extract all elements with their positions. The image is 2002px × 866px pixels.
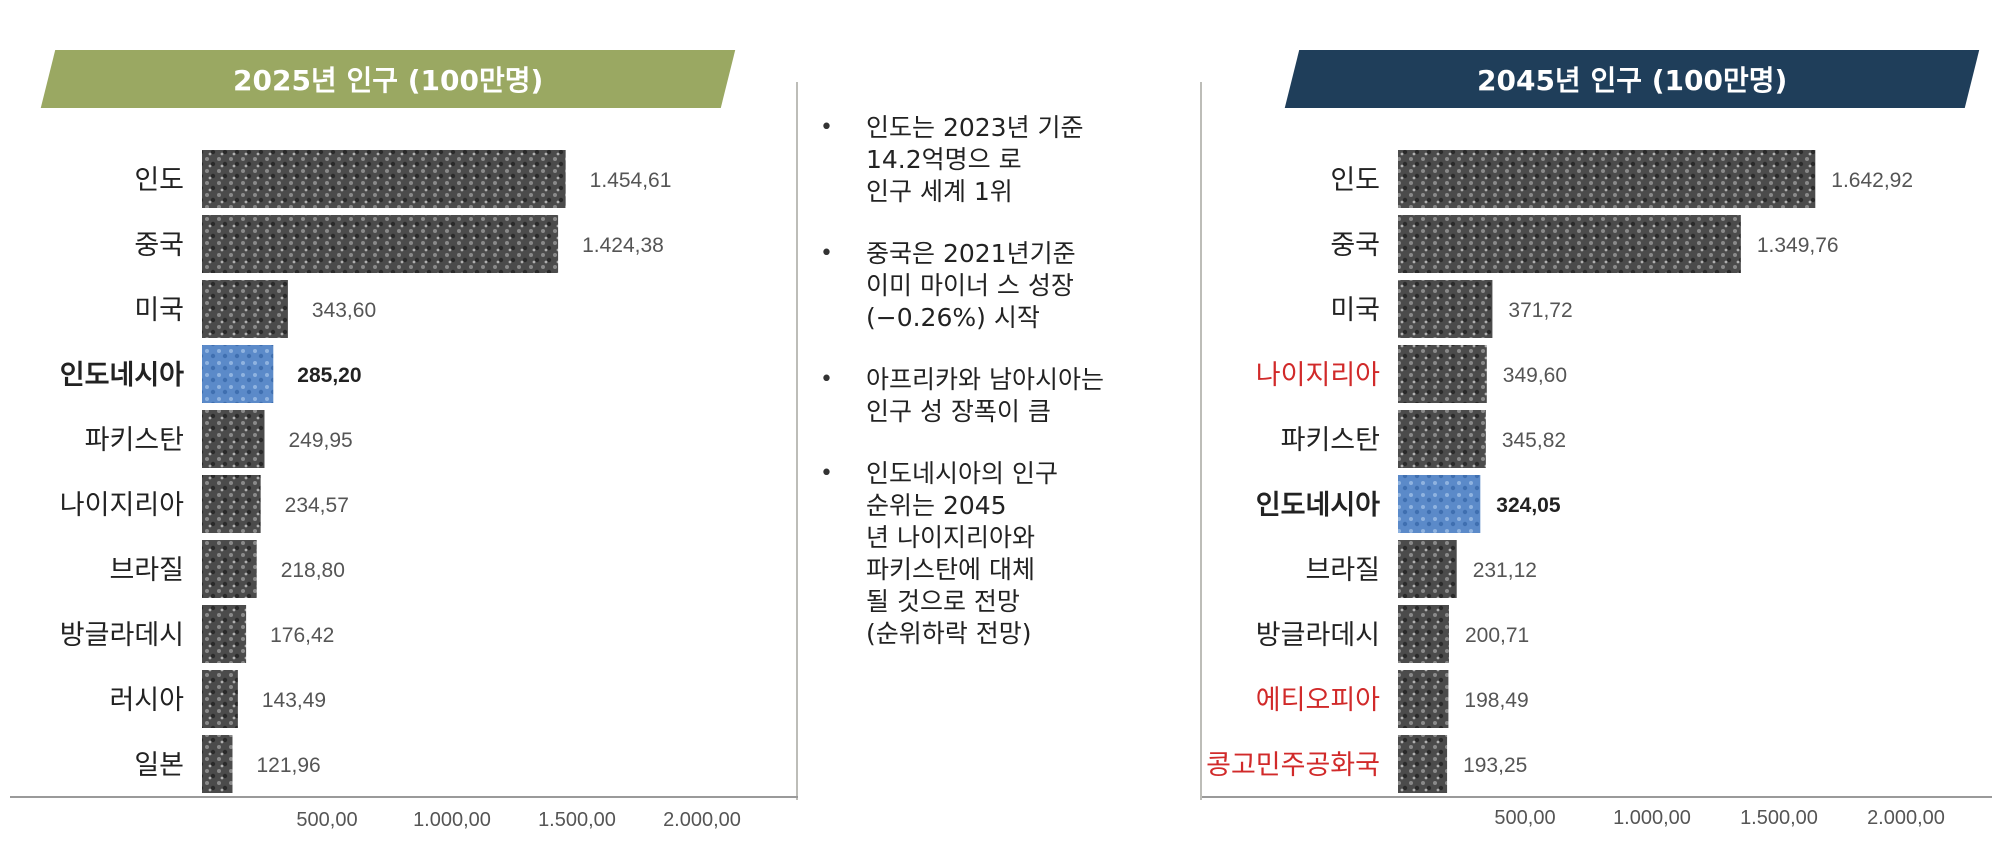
bar [1398,670,1449,728]
bar [1398,735,1448,793]
x-tick-label: 1.000,00 [1613,807,1691,829]
bar [1398,475,1481,533]
bar [1398,540,1457,598]
bar [1398,605,1449,663]
category-label: 중국 [1330,230,1380,260]
value-label: 1.424,38 [582,234,664,257]
bar [202,215,559,273]
value-label: 1.349,76 [1757,234,1839,257]
category-label: 방글라데시 [1256,620,1380,650]
value-label: 1.642,92 [1831,169,1913,192]
category-label: 미국 [134,295,184,325]
value-label: 121,96 [256,754,320,777]
x-tick-label: 2.000,00 [1867,807,1945,829]
bar [202,345,274,403]
note-item: 중국은 2021년기준 이미 마이너 스 성장 (−0.26%) 시작 [816,238,1176,334]
category-label: 인도네시아 [1256,490,1380,520]
note-item: 인도네시아의 인구 순위는 2045 년 나이지리아와 파키스탄에 대체 될 것… [816,458,1176,650]
category-label: 미국 [1330,295,1380,325]
bar [202,735,233,793]
bar [1398,150,1816,208]
value-label: 200,71 [1465,624,1529,647]
value-label: 1.454,61 [590,169,672,192]
category-label: 방글라데시 [60,620,184,650]
bar [202,670,238,728]
bar [1398,280,1493,338]
category-label: 일본 [134,750,184,780]
x-tick-label: 1.000,00 [413,809,491,831]
notes-list: 인도는 2023년 기준 14.2억명으 로 인구 세계 1위 중국은 2021… [816,112,1176,680]
category-label: 에티오피아 [1256,685,1380,715]
category-label: 인도 [134,165,184,195]
category-label: 나이지리아 [60,490,184,520]
category-label: 브라질 [109,555,184,585]
category-label: 인도네시아 [60,360,184,390]
x-tick-label: 500,00 [1494,807,1555,829]
category-label: 러시아 [109,685,184,715]
bar [202,540,257,598]
x-tick-label: 1.500,00 [538,809,616,831]
note-item: 인도는 2023년 기준 14.2억명으 로 인구 세계 1위 [816,112,1176,208]
x-tick-label: 1.500,00 [1740,807,1818,829]
category-label: 브라질 [1305,555,1380,585]
value-label: 143,49 [262,689,326,712]
note-item: 아프리카와 남아시아는 인구 성 장폭이 큼 [816,364,1176,428]
value-label: 324,05 [1496,494,1561,517]
value-label: 176,42 [270,624,334,647]
bar [202,475,261,533]
category-label: 파키스탄 [85,425,184,455]
value-label: 249,95 [288,429,352,452]
category-label: 콩고민주공화국 [1206,750,1380,780]
bar [1398,410,1486,468]
bar [202,150,566,208]
chart-2025-panel: 2025년 인구 (100만명) 인도 1.454,61 중국 1.424,38 미국 3… [0,0,800,866]
bar [202,410,265,468]
x-tick-label: 2.000,00 [663,809,741,831]
chart-2025-plot: 인도 1.454,61 중국 1.424,38 미국 343,60 인도네시아 285,20 파… [60,150,741,831]
chart-2025-axis-line [10,796,798,798]
bar [1398,345,1487,403]
value-label: 345,82 [1502,429,1566,452]
right-divider [1200,82,1202,800]
chart-2045-axis-line [1202,796,1992,798]
value-label: 234,57 [285,494,349,517]
category-label: 중국 [134,230,184,260]
x-tick-label: 500,00 [296,809,357,831]
bar [202,280,288,338]
value-label: 218,80 [281,559,345,582]
chart-2045-panel: 2045년 인구 (100만명) 인도 1.642,92 중국 1.349,76 미국 3… [1180,0,1980,866]
left-divider [796,82,798,800]
value-label: 371,72 [1508,299,1572,322]
category-label: 인도 [1330,165,1380,195]
category-label: 파키스탄 [1281,425,1380,455]
value-label: 285,20 [297,364,361,387]
value-label: 349,60 [1503,364,1567,387]
value-label: 193,25 [1463,754,1527,777]
value-label: 198,49 [1464,689,1528,712]
chart-2045-plot: 인도 1.642,92 중국 1.349,76 미국 371,72 나이지리아 349,60 파… [1206,150,1945,829]
bar [1398,215,1741,273]
value-label: 343,60 [312,299,376,322]
value-label: 231,12 [1473,559,1537,582]
category-label: 나이지리아 [1256,360,1380,390]
bar [202,605,247,663]
